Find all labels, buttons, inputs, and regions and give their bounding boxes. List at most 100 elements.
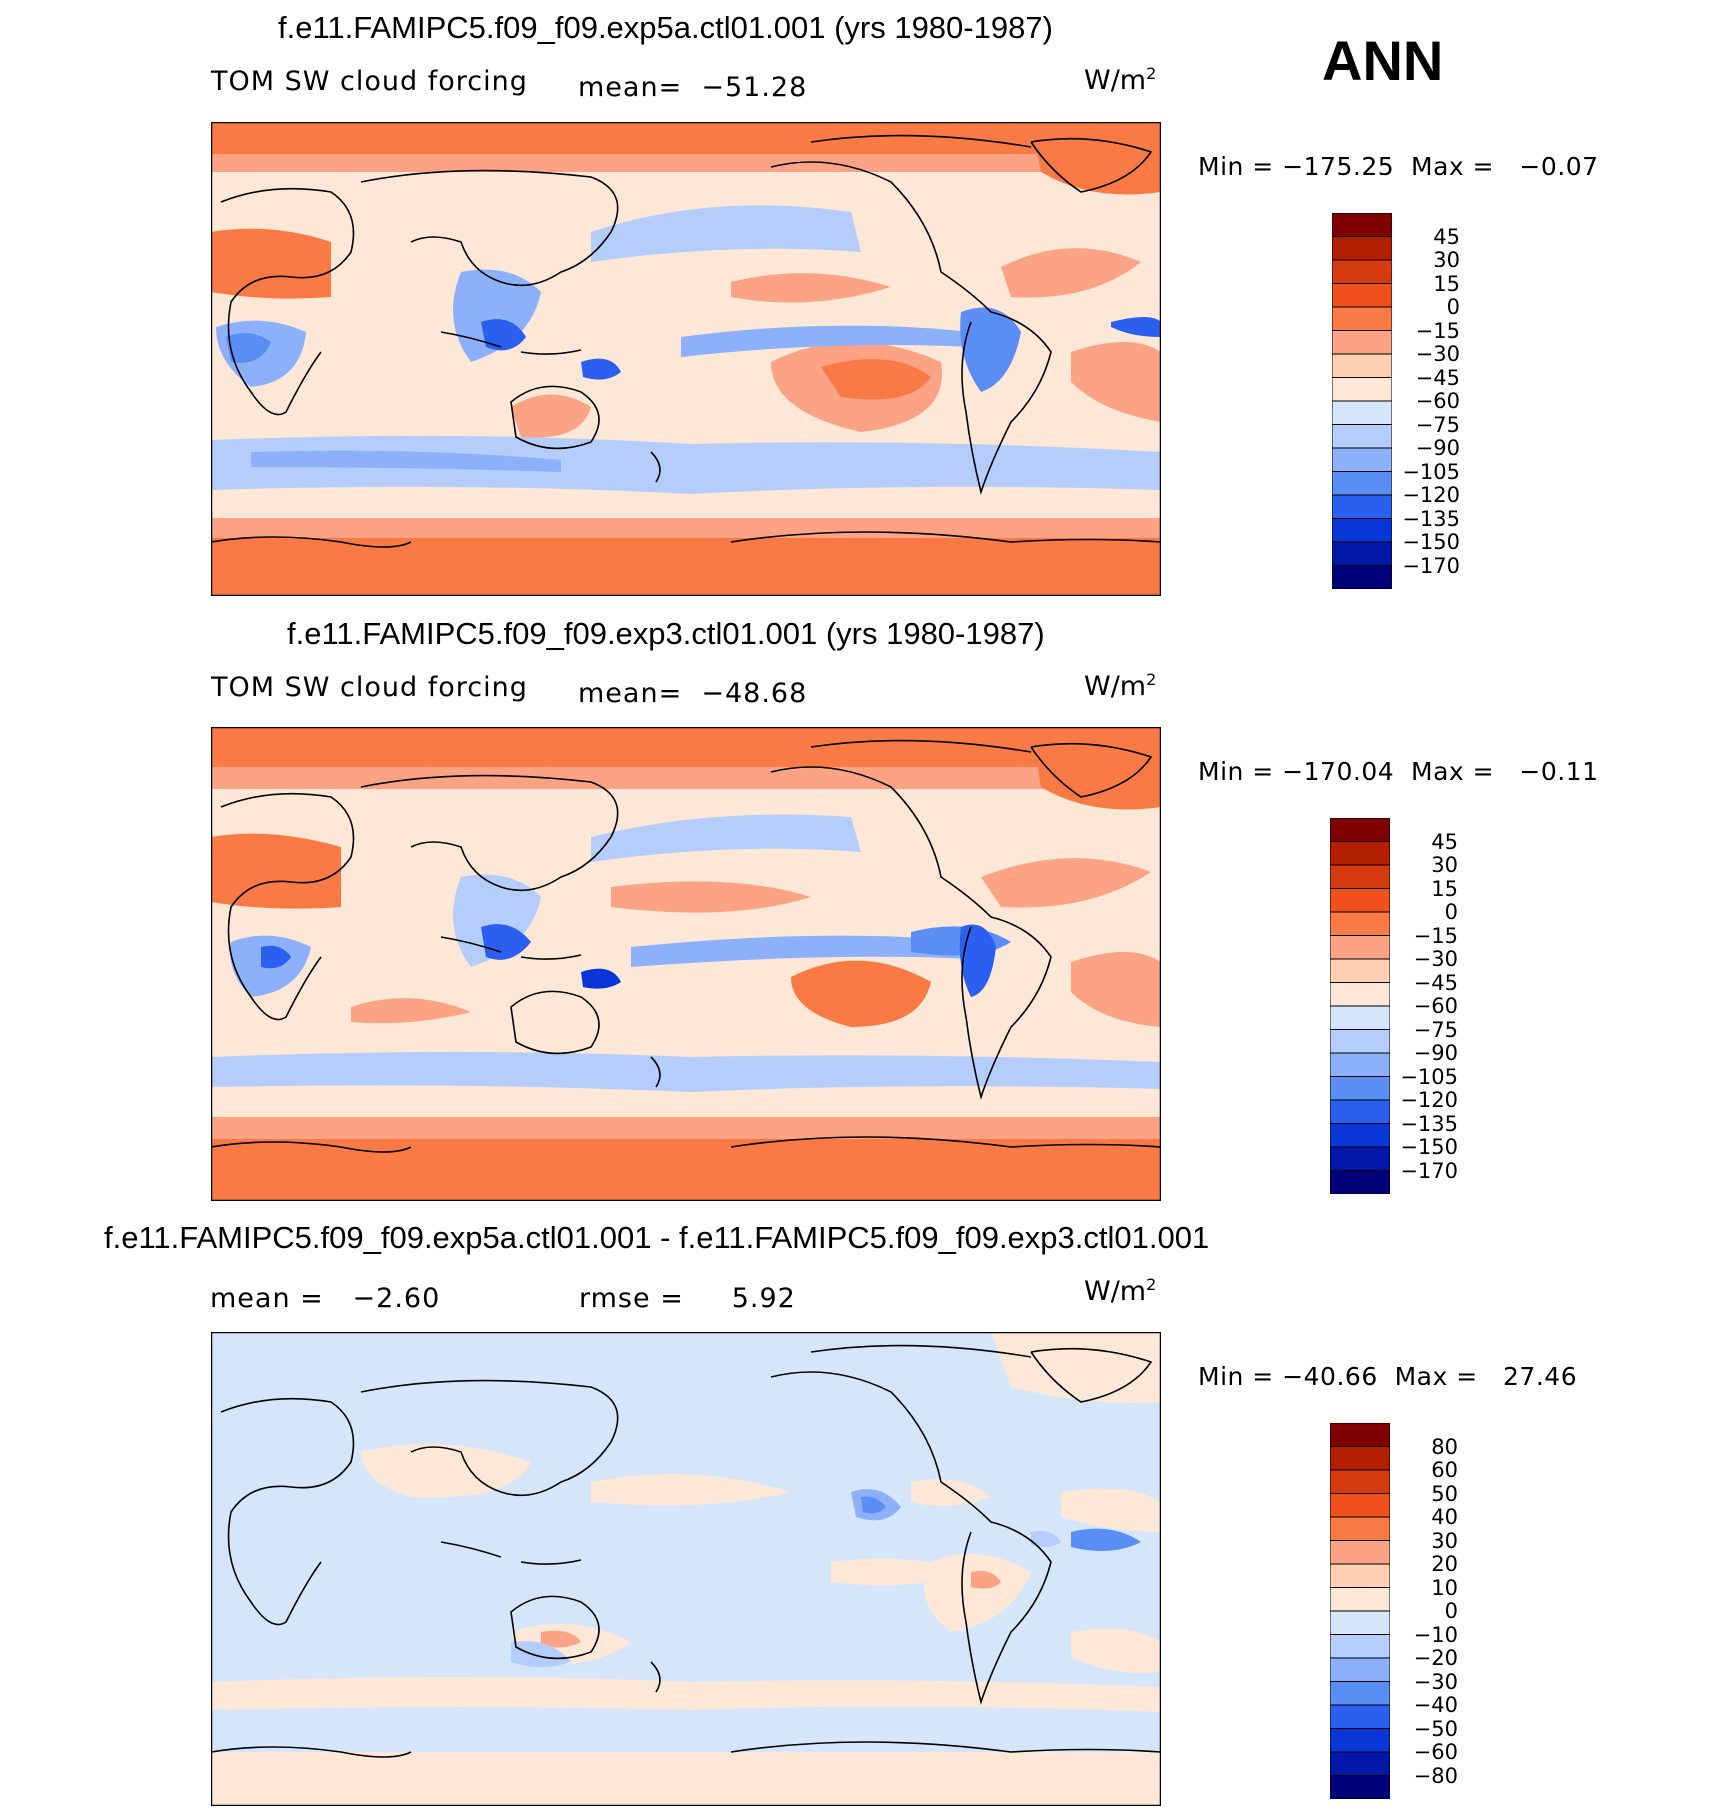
- colorbar-tick-label: 0: [1444, 900, 1458, 924]
- panel3-rmse: rmse = 5.92: [579, 1283, 796, 1314]
- colorbar-swatch: [1330, 1029, 1390, 1054]
- colorbar-swatch: [1332, 424, 1392, 449]
- panel3-map: [211, 1332, 1161, 1806]
- panel3-minmax: Min = −40.66 Max = 27.46: [1198, 1362, 1578, 1391]
- colorbar-swatch: [1332, 400, 1392, 425]
- colorbar-swatch: [1330, 958, 1390, 983]
- panel2-units: W/m2: [1084, 670, 1157, 702]
- colorbar-tick-label: −135: [1400, 1111, 1458, 1136]
- colorbar-tick-label: 30: [1431, 853, 1458, 877]
- colorbar-tick-label: −75: [1415, 412, 1460, 437]
- panel1-minmax: Min = −175.25 Max = −0.07: [1198, 152, 1599, 181]
- colorbar-swatch: [1330, 1728, 1390, 1753]
- colorbar-tick-label: −150: [1402, 530, 1460, 554]
- colorbar-tick-label: −45: [1413, 970, 1458, 995]
- colorbar-swatch: [1330, 1005, 1390, 1030]
- panel2-minmax: Min = −170.04 Max = −0.11: [1198, 757, 1599, 786]
- colorbar-tick-label: 50: [1431, 1481, 1458, 1506]
- colorbar-tick-label: 80: [1431, 1434, 1458, 1459]
- colorbar-tick-label: −135: [1402, 506, 1460, 531]
- colorbar-tick-label: −60: [1413, 994, 1458, 1018]
- colorbar-swatch: [1330, 1170, 1390, 1194]
- colorbar-swatch: [1332, 541, 1392, 566]
- colorbar-swatch: [1330, 818, 1390, 842]
- colorbar-tick-label: −105: [1402, 459, 1460, 484]
- colorbar-swatch: [1332, 447, 1392, 472]
- colorbar-tick-label: 30: [1431, 1528, 1458, 1553]
- colorbar-tick-label: −120: [1402, 483, 1460, 507]
- colorbar-tick-label: 15: [1433, 271, 1460, 296]
- colorbar-swatch: [1330, 841, 1390, 866]
- colorbar-swatch: [1330, 1681, 1390, 1706]
- panel3-mean: mean = −2.60: [210, 1283, 441, 1314]
- colorbar-tick-label: −120: [1400, 1088, 1458, 1112]
- colorbar-tick-label: −90: [1415, 436, 1460, 460]
- colorbar-tick-label: 15: [1431, 876, 1458, 901]
- colorbar-swatch: [1330, 1123, 1390, 1148]
- colorbar-swatch: [1330, 1563, 1390, 1588]
- colorbar-tick-label: −30: [1413, 1669, 1458, 1694]
- colorbar-tick-label: −80: [1413, 1763, 1458, 1788]
- colorbar-swatch: [1330, 1775, 1390, 1799]
- colorbar-tick-label: 10: [1431, 1575, 1458, 1600]
- colorbar-swatch: [1330, 1540, 1390, 1565]
- colorbar-tick-label: 0: [1444, 1599, 1458, 1623]
- colorbar-swatch: [1332, 236, 1392, 261]
- colorbar-swatch: [1330, 1099, 1390, 1124]
- panel1-colorbar: [1332, 213, 1392, 589]
- colorbar-tick-label: −20: [1413, 1646, 1458, 1670]
- colorbar-swatch: [1330, 1610, 1390, 1635]
- colorbar-tick-label: 20: [1431, 1552, 1458, 1576]
- colorbar-swatch: [1330, 1469, 1390, 1494]
- panel2-mean: mean= −48.68: [578, 678, 808, 709]
- colorbar-tick-label: −75: [1413, 1017, 1458, 1042]
- panel1-units: W/m2: [1084, 64, 1157, 96]
- colorbar-swatch: [1330, 1423, 1390, 1447]
- panel1-variable: TOM SW cloud forcing: [211, 66, 528, 97]
- panel2-map: [211, 727, 1161, 1201]
- colorbar-swatch: [1332, 565, 1392, 589]
- colorbar-tick-label: −10: [1413, 1622, 1458, 1647]
- colorbar-swatch: [1330, 864, 1390, 889]
- panel1-mean: mean= −51.28: [578, 72, 808, 103]
- colorbar-tick-label: 60: [1431, 1458, 1458, 1482]
- panel3-title: f.e11.FAMIPC5.f09_f09.exp5a.ctl01.001 - …: [104, 1220, 1210, 1255]
- colorbar-swatch: [1330, 1704, 1390, 1729]
- colorbar-swatch: [1330, 1052, 1390, 1077]
- colorbar-swatch: [1330, 1516, 1390, 1541]
- colorbar-tick-label: −50: [1413, 1716, 1458, 1741]
- colorbar-swatch: [1330, 1751, 1390, 1776]
- colorbar-swatch: [1332, 377, 1392, 402]
- colorbar-swatch: [1330, 1146, 1390, 1171]
- colorbar-swatch: [1330, 1587, 1390, 1612]
- colorbar-swatch: [1332, 518, 1392, 543]
- colorbar-swatch: [1330, 1493, 1390, 1518]
- colorbar-tick-label: −15: [1415, 318, 1460, 343]
- colorbar-tick-label: −170: [1400, 1158, 1458, 1183]
- colorbar-swatch: [1332, 213, 1392, 237]
- colorbar-tick-label: 40: [1431, 1505, 1458, 1529]
- colorbar-tick-label: 0: [1446, 295, 1460, 319]
- colorbar-swatch: [1330, 911, 1390, 936]
- colorbar-tick-label: −30: [1415, 342, 1460, 366]
- colorbar-swatch: [1332, 259, 1392, 284]
- colorbar-tick-label: −60: [1413, 1740, 1458, 1764]
- panel2-variable: TOM SW cloud forcing: [211, 672, 528, 703]
- colorbar-swatch: [1330, 1634, 1390, 1659]
- panel1-title: f.e11.FAMIPC5.f09_f09.exp5a.ctl01.001 (y…: [278, 10, 1053, 45]
- colorbar-swatch: [1330, 888, 1390, 913]
- panel3-colorbar: [1330, 1423, 1390, 1799]
- colorbar-tick-label: −150: [1400, 1135, 1458, 1159]
- colorbar-swatch: [1332, 330, 1392, 355]
- colorbar-swatch: [1330, 935, 1390, 960]
- colorbar-tick-label: 30: [1433, 248, 1460, 272]
- colorbar-swatch: [1330, 982, 1390, 1007]
- colorbar-tick-label: −105: [1400, 1064, 1458, 1089]
- colorbar-swatch: [1330, 1446, 1390, 1471]
- colorbar-swatch: [1332, 471, 1392, 496]
- panel2-title: f.e11.FAMIPC5.f09_f09.exp3.ctl01.001 (yr…: [287, 616, 1045, 651]
- season-label: ANN: [1322, 29, 1444, 92]
- colorbar-swatch: [1332, 306, 1392, 331]
- colorbar-tick-label: −60: [1415, 389, 1460, 413]
- colorbar-tick-label: −15: [1413, 923, 1458, 948]
